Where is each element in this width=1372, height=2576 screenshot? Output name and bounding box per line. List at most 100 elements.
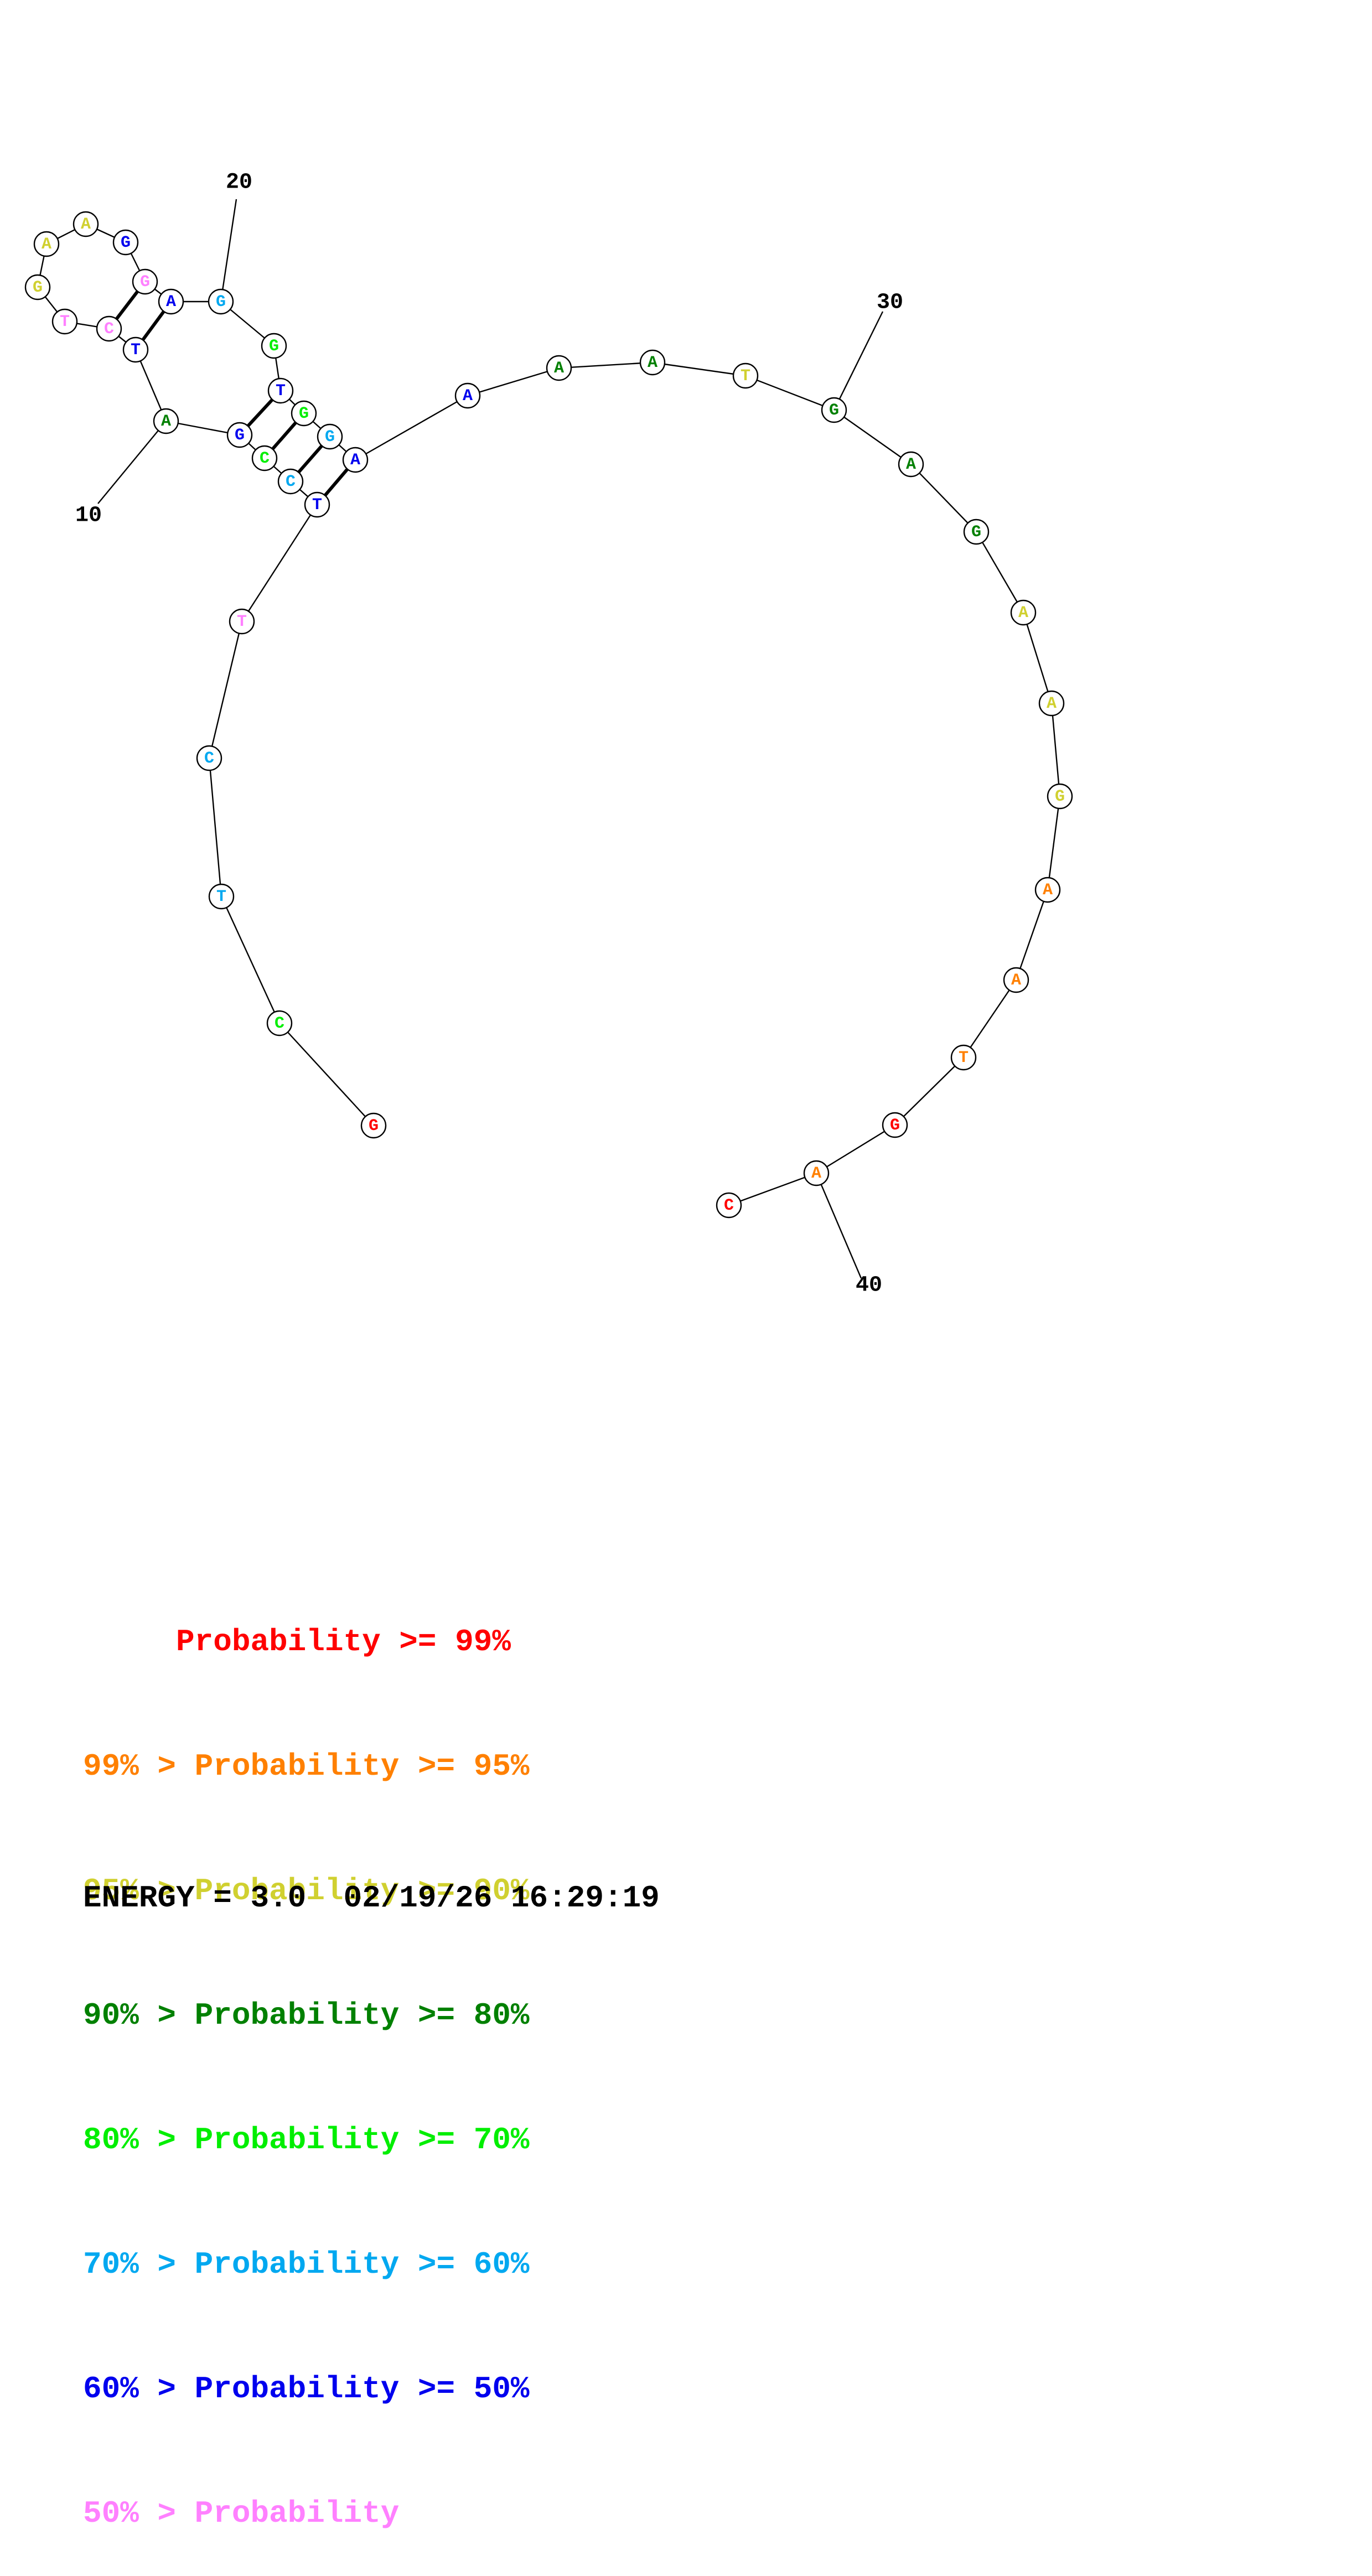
- nucleotide-5: T: [229, 608, 255, 635]
- backbone-segment: [241, 504, 318, 622]
- nucleotide-20: G: [208, 288, 234, 315]
- nucleotide-19: A: [158, 288, 184, 315]
- nucleotide-25: A: [342, 447, 369, 473]
- nucleotide-27: A: [546, 355, 572, 381]
- nucleotide-3: T: [208, 883, 235, 910]
- nucleotide-letter: A: [1043, 881, 1053, 900]
- nucleotide-circle: [304, 491, 330, 518]
- nucleotide-38: T: [950, 1044, 977, 1071]
- backbone-segment: [1015, 889, 1049, 981]
- nucleotide-8: C: [251, 445, 278, 471]
- nucleotide-circle: [1003, 967, 1029, 993]
- legend-line-p80: 90% > Probability >= 80%: [83, 1998, 530, 2033]
- backbone-segment: [467, 367, 560, 397]
- backbone-segment: [1050, 703, 1061, 797]
- nucleotide-17: G: [112, 229, 139, 256]
- nucleotide-7: C: [277, 468, 304, 495]
- nucleotide-24: G: [317, 423, 343, 450]
- nucleotide-circle: [546, 355, 572, 381]
- nucleotide-circle: [716, 1192, 742, 1219]
- backbone-segment: [134, 349, 167, 422]
- nucleotide-circle: [51, 308, 78, 335]
- nucleotide-circle: [226, 422, 253, 448]
- nucleotide-letter: A: [350, 451, 360, 470]
- nucleotide-circle: [153, 408, 179, 434]
- nucleotide-circle: [73, 211, 99, 237]
- nucleotide-39: G: [882, 1112, 908, 1138]
- legend-line-p99: Probability >= 99%: [83, 1624, 511, 1660]
- nucleotide-13: T: [51, 308, 78, 335]
- legend-line-p50: 60% > Probability >= 50%: [83, 2371, 530, 2407]
- base-pair-6-25: [323, 468, 349, 497]
- backbone-segment: [745, 375, 835, 411]
- nucleotide-letter: T: [276, 382, 286, 401]
- nucleotide-35: G: [1047, 783, 1073, 810]
- nucleotide-letter: T: [312, 496, 322, 515]
- nucleotide-letter: G: [216, 293, 226, 312]
- position-label-10: 10: [75, 504, 102, 528]
- position-label-40: 40: [856, 1273, 882, 1298]
- nucleotide-letter: T: [216, 888, 226, 906]
- legend-line-p95: 99% > Probability >= 95%: [83, 1749, 530, 1784]
- nucleotide-circle: [112, 229, 139, 256]
- backbone-segment: [910, 464, 977, 532]
- nucleotide-circle: [1010, 599, 1037, 626]
- nucleotide-letter: G: [890, 1116, 900, 1135]
- position-tick-layer: 10 20 30 40: [75, 170, 903, 1298]
- backbone-segment: [1022, 612, 1053, 704]
- nucleotide-letter: C: [104, 320, 114, 339]
- nucleotide-letter: G: [33, 278, 43, 297]
- nucleotide-4: C: [196, 745, 222, 771]
- nucleotide-letter: C: [260, 449, 270, 468]
- nucleotide-11: T: [122, 336, 149, 363]
- nucleotide-circle: [24, 274, 51, 300]
- nucleotide-circle: [803, 1160, 830, 1186]
- nucleotide-letter: G: [121, 234, 131, 252]
- nucleotide-letter: G: [140, 273, 150, 292]
- nucleotide-28: A: [639, 349, 666, 376]
- nucleotide-29: T: [732, 362, 759, 389]
- base-pair-7-24: [297, 444, 323, 474]
- nucleotide-circle: [122, 336, 149, 363]
- nucleotide-letter: A: [554, 359, 564, 378]
- nucleotide-letter: T: [959, 1049, 969, 1067]
- nucleotide-33: A: [1010, 599, 1037, 626]
- nucleotide-letter: A: [42, 235, 51, 254]
- position-label-30: 30: [877, 291, 903, 315]
- nucleotide-letter: C: [275, 1014, 284, 1033]
- nucleotide-letter: G: [299, 405, 309, 423]
- nucleotide-circle: [342, 447, 369, 473]
- nucleotide-circle: [821, 397, 847, 423]
- backbone-segment: [894, 1057, 964, 1126]
- nucleotide-letter: T: [741, 367, 750, 386]
- nucleotide-letter: T: [60, 313, 70, 331]
- backbone-segment: [355, 395, 468, 461]
- nucleotide-circle: [267, 377, 294, 404]
- nucleotide-34: A: [1038, 690, 1065, 717]
- nucleotide-letter: G: [369, 1117, 379, 1136]
- base-pair-8-23: [271, 421, 297, 450]
- nucleotide-circle: [454, 382, 481, 409]
- nucleotide-31: A: [898, 451, 924, 478]
- nucleotide-letter: A: [161, 412, 171, 431]
- backbone-segment: [208, 758, 222, 897]
- nucleotide-9: G: [226, 422, 253, 448]
- nucleotide-circle: [277, 468, 304, 495]
- nucleotide-letter: C: [724, 1196, 734, 1215]
- nucleotide-circle: [251, 445, 278, 471]
- nucleotide-12: C: [96, 315, 122, 342]
- nucleotide-22: T: [267, 377, 294, 404]
- nucleotide-letter: A: [1011, 971, 1021, 990]
- nucleotide-circle: [360, 1112, 387, 1139]
- nucleotide-41: C: [716, 1192, 742, 1219]
- legend-line-p60: 70% > Probability >= 60%: [83, 2247, 530, 2282]
- nucleotide-letter: G: [269, 337, 279, 356]
- nucleotide-letter: A: [1018, 604, 1028, 623]
- nucleotide-letter: A: [81, 215, 91, 234]
- nucleotide-6: T: [304, 491, 330, 518]
- nucleotide-circle: [1038, 690, 1065, 717]
- base-pair-12-18: [115, 290, 139, 320]
- legend-line-plow: 50% > Probability: [83, 2496, 400, 2531]
- backbone-segment: [816, 1124, 895, 1174]
